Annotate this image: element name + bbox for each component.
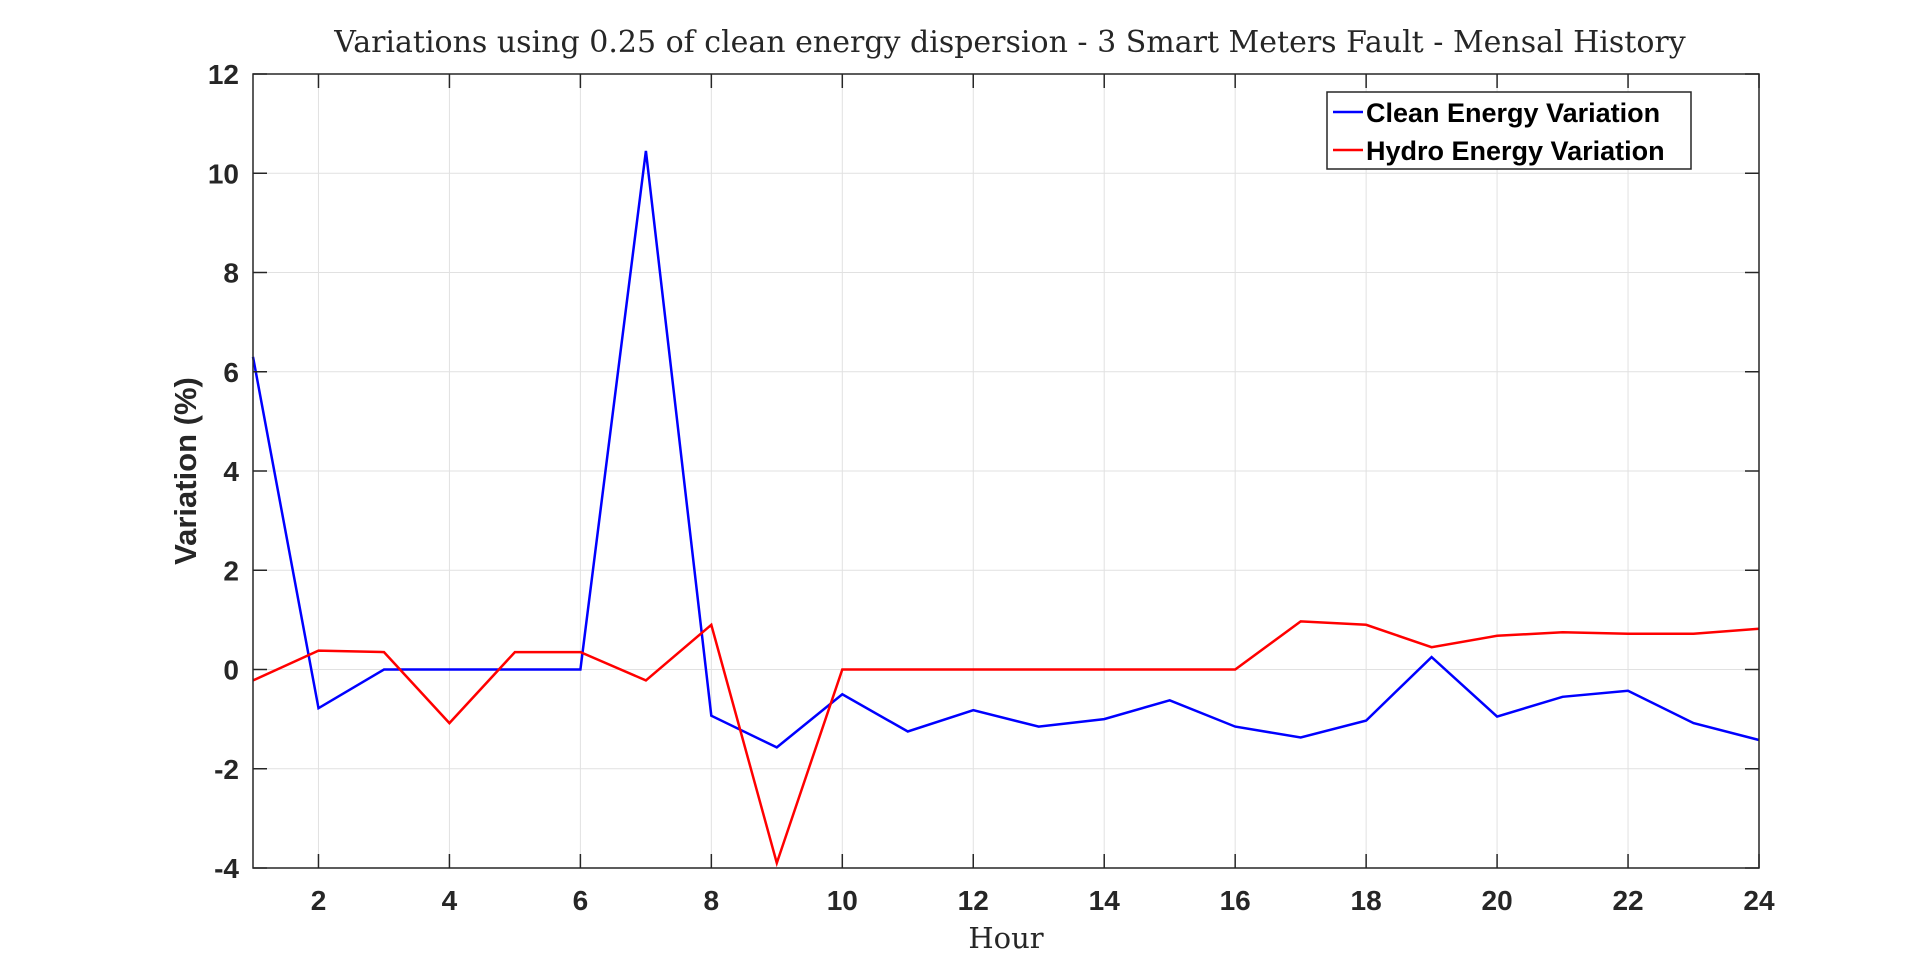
legend-label-hydro-energy: Hydro Energy Variation (1366, 136, 1665, 166)
y-tick-label: -2 (214, 754, 239, 785)
y-axis-label: Variation (%) (168, 377, 203, 565)
chart-title: Variations using 0.25 of clean energy di… (333, 25, 1685, 60)
x-axis-tick-labels: 2 4 6 8 10 12 14 16 18 20 22 24 (311, 885, 1775, 916)
y-tick-label: 12 (208, 59, 239, 90)
x-axis-label: Hour (968, 921, 1043, 955)
x-tick-label: 16 (1220, 885, 1251, 916)
legend: Clean Energy Variation Hydro Energy Vari… (1326, 91, 1692, 170)
y-tick-label: -4 (214, 853, 239, 884)
x-tick-label: 18 (1351, 885, 1382, 916)
axis-ticks (253, 73, 1760, 869)
x-tick-label: 22 (1612, 885, 1643, 916)
y-tick-label: 4 (223, 456, 239, 487)
legend-box (1326, 91, 1692, 170)
series-line-clean-energy-variation (251, 150, 1760, 749)
x-tick-label: 4 (442, 885, 458, 916)
y-tick-label: 2 (223, 555, 239, 586)
x-tick-label: 12 (958, 885, 989, 916)
series-line-hydro-energy-variation (252, 620, 1760, 868)
y-tick-label: 8 (223, 258, 239, 289)
series-layer (251, 150, 1760, 868)
x-tick-label: 20 (1482, 885, 1513, 916)
y-tick-label: 0 (223, 655, 239, 686)
x-tick-label: 8 (704, 885, 720, 916)
y-axis-tick-labels: -4 -2 0 2 4 6 8 10 12 (208, 59, 240, 884)
x-tick-label: 14 (1089, 885, 1121, 916)
x-tick-label: 10 (827, 885, 858, 916)
legend-label-clean-energy: Clean Energy Variation (1366, 98, 1660, 128)
y-tick-label: 10 (208, 158, 239, 189)
x-tick-label: 24 (1743, 885, 1775, 916)
x-tick-label: 2 (311, 885, 327, 916)
x-tick-label: 6 (573, 885, 589, 916)
y-tick-label: 6 (223, 357, 239, 388)
